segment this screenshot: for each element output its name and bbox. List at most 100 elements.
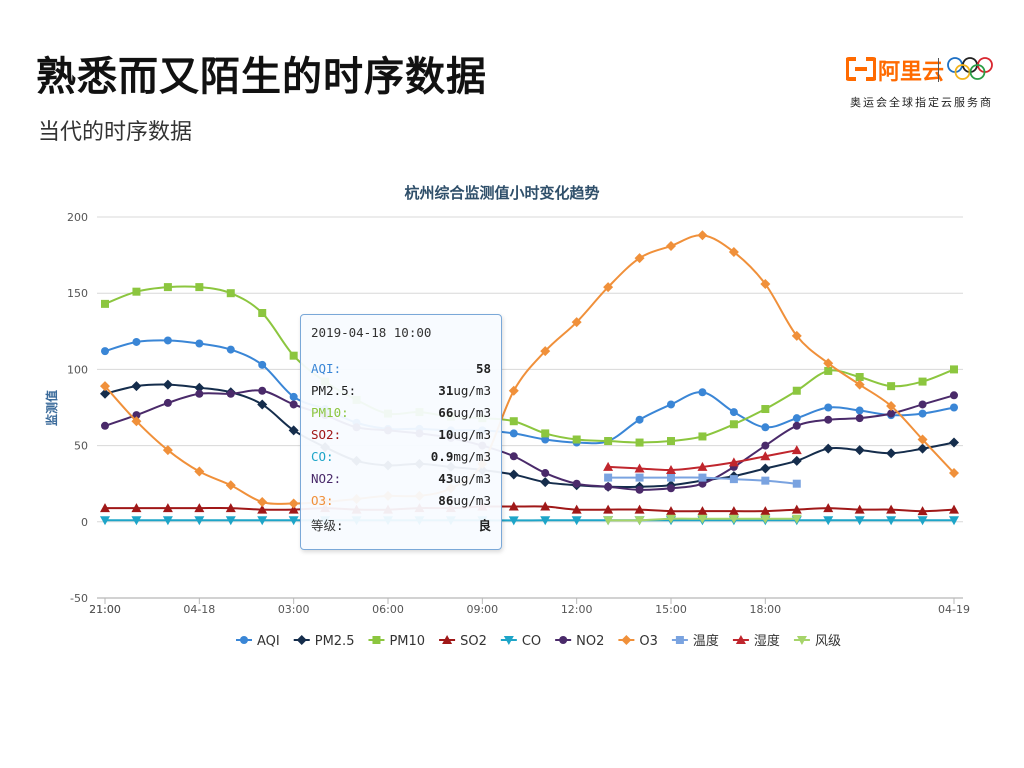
data-point xyxy=(917,516,928,526)
data-point xyxy=(194,503,205,513)
series-line xyxy=(104,234,955,505)
data-point xyxy=(854,445,865,456)
data-point xyxy=(101,421,109,430)
data-point xyxy=(917,443,928,454)
data-point xyxy=(667,473,675,482)
data-point xyxy=(540,477,551,488)
data-point xyxy=(162,445,173,456)
data-point xyxy=(823,516,834,526)
legend-item: NO2 xyxy=(555,634,604,649)
data-point xyxy=(604,437,613,446)
legend-swatch-marker xyxy=(442,635,453,644)
data-point xyxy=(289,400,298,409)
data-point xyxy=(918,400,927,409)
data-point xyxy=(288,498,299,509)
y-tick-label: 100 xyxy=(67,363,88,376)
data-point xyxy=(257,516,268,526)
data-point xyxy=(917,506,928,516)
data-point xyxy=(698,479,707,488)
series-co xyxy=(100,516,959,526)
legend-item: AQI xyxy=(236,634,280,649)
data-point xyxy=(697,514,708,524)
data-point xyxy=(698,473,707,482)
data-point xyxy=(604,473,613,482)
data-point xyxy=(132,337,141,346)
legend-label: 风级 xyxy=(815,634,841,649)
data-point xyxy=(603,461,614,471)
tooltip-label: AQI: xyxy=(311,361,342,376)
legend-swatch-marker xyxy=(372,636,381,644)
data-point xyxy=(666,514,676,524)
data-point xyxy=(572,479,581,488)
data-point xyxy=(886,400,897,411)
tooltip-row: SO2: 10ug/m3 xyxy=(311,427,491,445)
series-o3 xyxy=(100,230,959,509)
data-point xyxy=(195,339,204,348)
data-point xyxy=(131,503,142,513)
tooltip-row: PM2.5: 31ug/m3 xyxy=(311,383,491,401)
x-tick-label: 12:00 xyxy=(561,603,593,616)
data-point xyxy=(823,443,834,454)
data-point xyxy=(728,506,739,516)
data-point xyxy=(760,451,771,461)
tooltip-row: AQI: 58 xyxy=(311,361,491,379)
legend-item: 风级 xyxy=(793,634,841,649)
x-tick-label: 04-18 xyxy=(183,603,215,616)
data-point xyxy=(635,473,644,482)
data-point xyxy=(163,283,172,292)
data-point xyxy=(604,482,613,491)
data-point xyxy=(761,423,770,432)
data-point xyxy=(760,463,771,474)
tooltip-value: 良 xyxy=(478,518,491,533)
data-point xyxy=(508,385,519,396)
legend-label: O3 xyxy=(639,634,658,649)
data-point xyxy=(635,485,644,494)
x-tick-label: 21:00 xyxy=(89,603,121,616)
tooltip-row: PM10: 66ug/m3 xyxy=(311,405,491,423)
legend-swatch-marker xyxy=(796,636,807,645)
legend-label: AQI xyxy=(257,634,280,649)
legend-item: CO xyxy=(500,634,541,649)
data-point xyxy=(163,336,172,345)
data-point xyxy=(540,346,551,357)
data-point xyxy=(288,504,299,514)
x-tick-label: 03:00 xyxy=(278,603,310,616)
tooltip-label: O3: xyxy=(311,493,334,508)
series-line xyxy=(104,285,955,444)
data-point xyxy=(226,389,235,398)
data-point xyxy=(855,406,864,415)
tooltip-value: 58 xyxy=(475,361,491,376)
x-tick-label: 15:00 xyxy=(655,603,687,616)
brand-name: 阿里云 xyxy=(878,60,945,85)
data-point xyxy=(100,503,110,513)
data-point xyxy=(571,504,582,514)
data-point xyxy=(667,484,675,493)
data-point xyxy=(162,379,173,390)
data-point xyxy=(132,411,141,420)
tooltip-value: 0.9mg/m3 xyxy=(430,449,491,464)
legend-swatch-marker xyxy=(621,635,632,645)
tooltip-value: 43ug/m3 xyxy=(438,471,491,486)
slide-subtitle: 当代的时序数据 xyxy=(38,120,193,145)
data-point xyxy=(541,435,550,444)
legend-item: O3 xyxy=(618,634,658,649)
aliyun-logo: 阿里云 奥运会全球指定云服务商 xyxy=(846,52,996,112)
data-point xyxy=(100,388,110,399)
tooltip-row: CO: 0.9mg/m3 xyxy=(311,449,491,467)
data-point xyxy=(541,469,550,478)
legend-swatch-marker xyxy=(559,636,568,644)
tooltip-row: NO2: 43ug/m3 xyxy=(311,471,491,489)
data-point xyxy=(257,496,268,507)
data-point xyxy=(791,445,802,455)
legend-item: PM2.5 xyxy=(293,634,354,649)
data-point xyxy=(571,516,582,526)
data-point xyxy=(728,457,739,467)
data-point xyxy=(791,455,802,466)
data-point xyxy=(950,403,958,412)
data-point xyxy=(509,417,518,426)
data-point xyxy=(824,403,833,412)
data-point xyxy=(571,317,582,328)
series-layer xyxy=(100,230,959,526)
data-point xyxy=(854,516,865,526)
